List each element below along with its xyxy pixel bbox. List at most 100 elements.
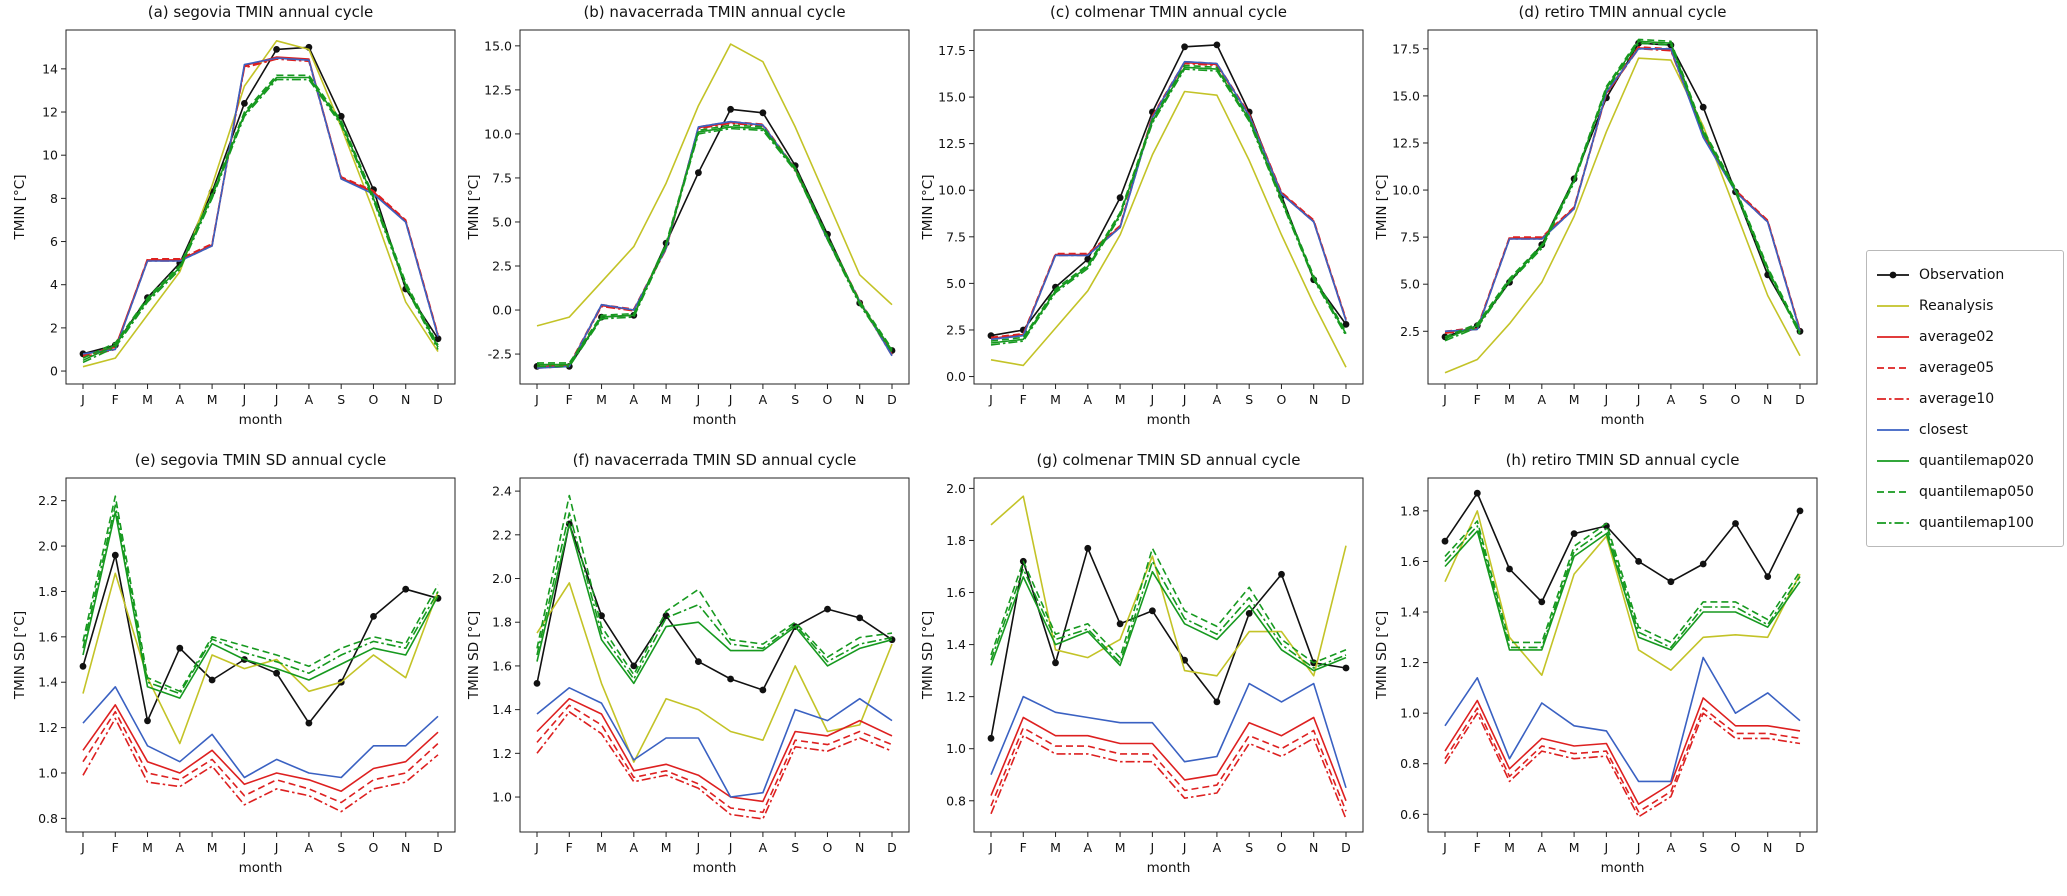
y-tick-label: 2.4	[492, 484, 512, 499]
y-tick-label: 1.8	[1400, 503, 1420, 518]
marker-Observation	[1732, 520, 1739, 527]
y-tick-label: 14	[42, 61, 58, 76]
x-tick-label: N	[1309, 392, 1318, 407]
series-closest	[990, 682, 1347, 789]
series-average10	[990, 734, 1347, 820]
plot-border	[65, 477, 456, 833]
series-quantilemap100	[537, 127, 893, 368]
x-tick-label: A	[759, 840, 768, 855]
y-tick-label: 17.5	[938, 43, 966, 58]
chart-segovia-tmin-sd: (e) segovia TMIN SD annual cycle 0.8 1.0 1.…	[12, 451, 456, 876]
y-tick-label: 5.0	[1400, 277, 1420, 292]
x-tick-label: A	[1667, 392, 1676, 407]
x-tick-label: A	[630, 840, 639, 855]
chart-cell-b: (b) navacerrada TMIN annual cycle -2.5 0.0…	[462, 0, 917, 448]
series-Observation	[536, 523, 893, 691]
x-tick-label: A	[1213, 392, 1222, 407]
y-tick-label: 2.0	[946, 481, 966, 496]
y-tick-label: 1.4	[946, 637, 966, 652]
series-quantilemap020	[990, 570, 1347, 672]
y-tick-label: 1.4	[38, 675, 58, 690]
x-tick-label: F	[112, 840, 119, 855]
legend-item-quantilemap100: quantilemap100	[1875, 507, 2055, 538]
legend-line-icon	[1877, 490, 1909, 493]
series-quantilemap100	[536, 512, 893, 680]
x-tick-label: D	[433, 840, 443, 855]
x-tick-label: S	[791, 840, 799, 855]
chart-cell-h: (h) retiro TMIN SD annual cycle 0.6 0.8 1.0…	[1370, 448, 1825, 896]
y-tick-label: 1.2	[946, 689, 966, 704]
x-tick-label: S	[1699, 840, 1707, 855]
legend-line-icon	[1877, 335, 1909, 338]
legend-label: quantilemap020	[1919, 452, 2034, 469]
series-average10	[1444, 47, 1801, 334]
x-tick-label: A	[630, 392, 639, 407]
legend-label: average10	[1919, 390, 1995, 407]
series-quantilemap050	[82, 74, 439, 359]
x-tick-label: A	[1538, 392, 1547, 407]
marker-Observation	[337, 112, 345, 120]
y-tick-label: 10.0	[938, 183, 966, 198]
y-tick-label: 0.8	[38, 811, 58, 826]
marker-Observation	[1278, 570, 1285, 578]
series-quantilemap050	[82, 495, 439, 693]
marker-Observation	[434, 335, 442, 343]
x-tick-label: M	[1504, 840, 1515, 855]
legend-label: closest	[1919, 421, 1968, 438]
x-tick-label: F	[1020, 392, 1027, 407]
marker-Observation	[533, 680, 541, 687]
legend-item-Observation: Observation	[1875, 259, 2055, 290]
series-quantilemap100	[82, 78, 439, 364]
legend-item-quantilemap020: quantilemap020	[1875, 445, 2055, 476]
legend-line-icon	[1877, 459, 1909, 462]
y-tick-label: 7.5	[1400, 230, 1420, 245]
marker-Observation	[273, 46, 280, 53]
marker-Observation	[1796, 507, 1804, 515]
x-tick-label: N	[401, 840, 410, 855]
legend-label: Observation	[1919, 266, 2005, 283]
x-tick-label: D	[887, 840, 897, 855]
legend-items: Observation Reanalysis average02 average05 a…	[1875, 259, 2055, 538]
marker-Observation	[273, 669, 280, 677]
x-tick-label: N	[855, 392, 864, 407]
legend-item-average10: average10	[1875, 383, 2055, 414]
y-tick-label: 0.8	[946, 793, 966, 808]
series-Reanalysis	[1444, 57, 1801, 374]
x-tick-label: D	[887, 392, 897, 407]
y-tick-label: 6	[50, 234, 58, 249]
x-tick-label: O	[1277, 392, 1287, 407]
y-tick-label: 2.0	[38, 539, 58, 554]
series-Reanalysis	[990, 495, 1347, 677]
marker-Observation	[1342, 321, 1350, 328]
x-tick-label: O	[1731, 392, 1741, 407]
x-tick-label: J	[1182, 392, 1187, 407]
marker-Observation	[987, 734, 995, 742]
marker-Observation	[1764, 573, 1772, 580]
series-Observation	[990, 547, 1347, 739]
series-quantilemap050	[990, 547, 1347, 664]
legend-item-Reanalysis: Reanalysis	[1875, 290, 2055, 321]
series-Observation	[82, 46, 439, 355]
y-axis-label: TMIN [°C]	[920, 175, 936, 241]
x-tick-label: J	[1150, 392, 1155, 407]
chart-cell-d: (d) retiro TMIN annual cycle 2.5 5.0 7.5 10.…	[1370, 0, 1825, 448]
series-closest	[1444, 656, 1801, 783]
series-average05	[990, 60, 1347, 339]
x-tick-label: S	[337, 840, 345, 855]
y-tick-label: 2.5	[946, 322, 966, 337]
x-tick-label: N	[401, 392, 410, 407]
y-tick-label: 0.6	[1400, 807, 1420, 822]
x-tick-label: A	[176, 392, 185, 407]
series-quantilemap020	[82, 511, 439, 699]
marker-Observation	[1181, 43, 1188, 51]
x-tick-label: M	[1569, 840, 1580, 855]
x-tick-label: A	[1084, 392, 1093, 407]
chart-segovia-tmin: (a) segovia TMIN annual cycle 0 2 4 6 8 10 12 14…	[12, 3, 456, 428]
y-tick-label: 1.6	[38, 629, 58, 644]
x-tick-label: A	[305, 840, 314, 855]
chart-cell-a: (a) segovia TMIN annual cycle 0 2 4 6 8 10 12 14…	[8, 0, 463, 448]
x-axis-label: month	[239, 860, 283, 876]
x-tick-label: D	[1795, 840, 1805, 855]
chart-title: (b) navacerrada TMIN annual cycle	[583, 3, 845, 21]
